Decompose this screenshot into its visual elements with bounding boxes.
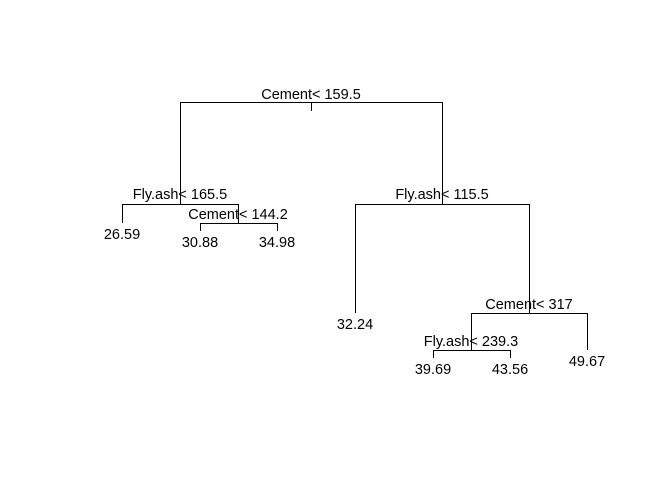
leaf-label: 39.69: [415, 362, 451, 378]
right-right-split-branch: [471, 313, 588, 350]
left-split-label: Fly.ash< 165.5: [133, 187, 227, 203]
leaf-label: 30.88: [182, 235, 218, 251]
leaf-label: 26.59: [104, 227, 140, 243]
leaf-label: 32.24: [337, 317, 373, 333]
leaf-label: 34.98: [259, 235, 295, 251]
root-split-label: Cement< 159.5: [261, 87, 361, 103]
right-split-branch: [355, 204, 530, 313]
right-right-split-label: Cement< 317: [485, 297, 572, 313]
right-right-left-split-branch: [433, 350, 511, 358]
right-right-left-split-label: Fly.ash< 239.3: [424, 334, 518, 350]
leaf-label: 43.56: [492, 362, 528, 378]
right-split-label: Fly.ash< 115.5: [395, 187, 488, 203]
left-split-branch: [122, 204, 239, 223]
left-right-split-label: Cement< 144.2: [188, 207, 288, 223]
left-right-split-branch: [200, 223, 278, 231]
leaf-label: 49.67: [569, 354, 605, 370]
